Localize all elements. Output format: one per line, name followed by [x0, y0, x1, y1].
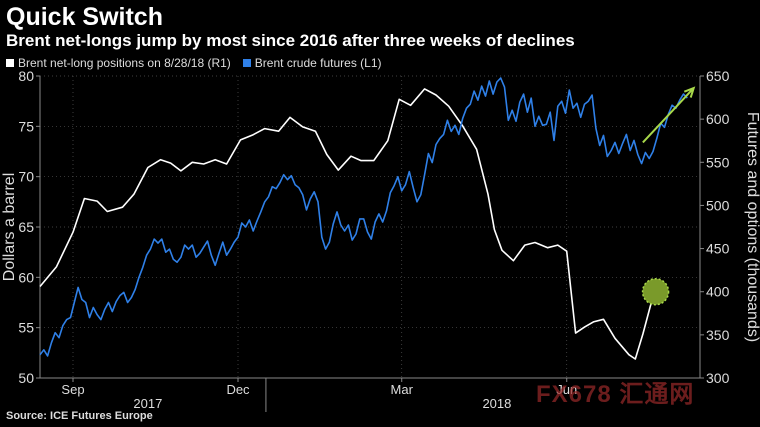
y-right-tick-label: 400 [706, 284, 730, 300]
annotation-arrow-head [683, 86, 696, 98]
y-left-tick-label: 70 [18, 169, 34, 185]
x-tick-label: Sep [61, 382, 84, 397]
y-right-tick-label: 500 [706, 197, 730, 213]
legend-item-brent: Brent crude futures (L1) [242, 56, 382, 70]
year-label: 2018 [482, 396, 511, 411]
y-right-tick-label: 450 [706, 241, 730, 257]
x-tick-label: Jun [556, 382, 577, 397]
y-left-axis-title: Dollars a barrel [1, 173, 18, 281]
year-label: 2017 [133, 396, 162, 411]
y-right-tick-label: 600 [706, 111, 730, 127]
y-left-tick-label: 60 [18, 269, 34, 285]
legend-item-net-long: Brent net-long positions on 8/28/18 (R1) [6, 56, 231, 70]
y-left-tick-label: 50 [18, 370, 34, 386]
watermark-logo: FX678 汇通网 [536, 381, 695, 408]
legend: Brent net-long positions on 8/28/18 (R1)… [6, 56, 382, 70]
legend-swatch-white [6, 59, 14, 67]
legend-label-brent: Brent crude futures (L1) [254, 56, 382, 70]
legend-swatch-blue [242, 59, 251, 67]
y-left-tick-label: 65 [18, 219, 34, 235]
y-right-tick-label: 550 [706, 154, 730, 170]
y-right-axis-title: Futures and options (thousands) [744, 112, 760, 342]
legend-label-net-long: Brent net-long positions on 8/28/18 (R1) [18, 56, 231, 70]
y-left-tick-label: 75 [18, 118, 34, 134]
x-tick-label: Mar [391, 382, 414, 397]
y-left-tick-label: 80 [18, 68, 34, 84]
annotation-circle-marker [641, 277, 670, 306]
chart-title: Quick Switch [6, 3, 163, 31]
x-tick-label: Dec [226, 382, 250, 397]
y-right-tick-label: 300 [706, 370, 730, 386]
y-left-tick-label: 55 [18, 320, 34, 336]
annotation-arrow-line [642, 87, 695, 144]
y-right-tick-label: 350 [706, 327, 730, 343]
chart-subtitle: Brent net-longs jump by most since 2016 … [6, 31, 575, 50]
source-note: Source: ICE Futures Europe [6, 410, 153, 422]
series-line-net-long [39, 88, 657, 360]
y-right-tick-label: 650 [706, 68, 730, 84]
series-line-brent [39, 77, 688, 357]
